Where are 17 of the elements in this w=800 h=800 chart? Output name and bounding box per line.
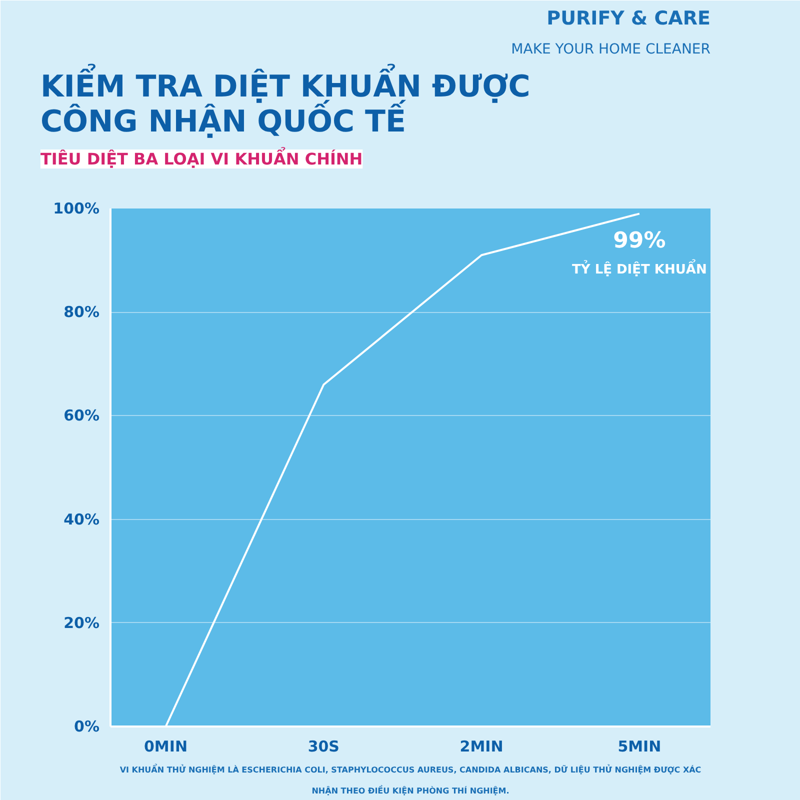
y-tick-label: 80% [64, 303, 100, 322]
chart-title: KIỂM TRA DIỆT KHUẨN ĐƯỢC CÔNG NHẬN QUỐC TẾ [40, 64, 530, 140]
y-tick-label: 40% [64, 510, 100, 528]
chart-subtitle: TIÊU DIỆT BA LOẠI VI KHUẨN CHÍNH [40, 146, 363, 168]
y-tick-label: 60% [64, 406, 100, 425]
text: VI KHUẨN THỬ NGHIỆM LÀ ESCHERICHIA COLI, STAPHYLOCOCCUS AUREUS, CANDIDA ALBICANS, DỮ LIỆU THỬ NGHIỆM ĐƯỢC XÁC NHẬN THEO ĐIỀU KIỆN PHÒNG THÍ NGHIỆM. [120, 766, 702, 796]
text: MAKE YOUR HOME CLEANER [511, 42, 711, 58]
annotation: TỶ LỆ DIỆT KHUẨN [572, 258, 707, 278]
text: PURIFY & CARE [546, 8, 711, 30]
y-tick-label: 100% [53, 200, 100, 218]
x-tick-label: 5MIN [618, 738, 662, 756]
x-tick-label: 30S [308, 738, 340, 756]
x-tick-label: 0MIN [144, 738, 188, 756]
y-tick-label: 0% [74, 718, 100, 736]
y-tick-label: 20% [64, 614, 100, 632]
x-tick-label: 2MIN [460, 738, 504, 756]
annotation: 99% [613, 228, 666, 254]
